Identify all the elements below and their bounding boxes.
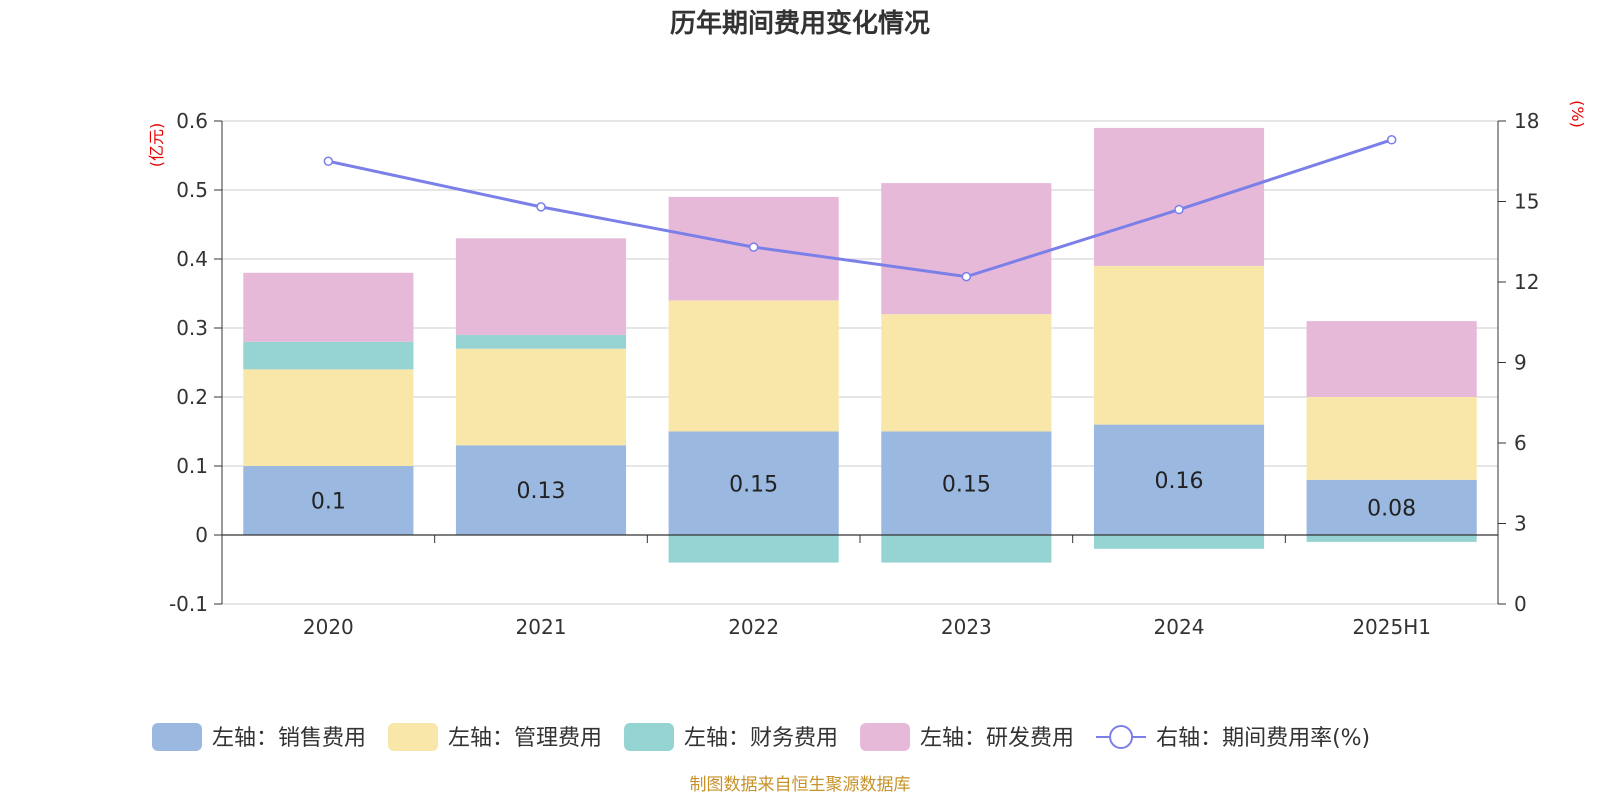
bar-segment: [1093, 424, 1265, 535]
right-axis-tick-label: 18: [1514, 109, 1539, 133]
right-axis-unit: (%): [1568, 100, 1587, 128]
legend-swatch: [624, 723, 675, 751]
bar-segment: [668, 535, 839, 563]
left-axis-tick-label: 0: [195, 523, 208, 547]
rate-point: [748, 242, 759, 252]
right-axis-tick-label: 12: [1514, 270, 1539, 294]
data-label: 0.08: [1367, 496, 1416, 521]
source-note: 制图数据来自恒生聚源数据库: [690, 775, 911, 795]
grid-lines: [222, 120, 1498, 605]
bar-segment: [1306, 479, 1477, 535]
data-label: 0.1: [311, 490, 346, 515]
bar-segment: [455, 445, 627, 535]
data-labels: 0.1 0.13 0.15 0.15 0.16 0.08: [311, 469, 1416, 522]
right-axis-tick-label: 6: [1514, 431, 1527, 455]
category-label: 2020: [303, 615, 354, 639]
bar-segment: [881, 431, 1052, 535]
rate-point: [961, 271, 972, 282]
left-axis-tick-label: 0.5: [176, 178, 208, 202]
data-label: 0.15: [942, 472, 991, 497]
rate-point: [1386, 135, 1397, 145]
bar-segment: [243, 272, 414, 342]
legend-label: 左轴：研发费用: [920, 726, 1074, 751]
legend-marker: [1109, 725, 1134, 749]
category-label: 2024: [1154, 615, 1205, 639]
bar-segment: [881, 183, 1052, 315]
bar-segment: [1093, 265, 1265, 425]
category-label: 2023: [941, 615, 992, 639]
left-axis-tick-label: -0.1: [169, 592, 208, 616]
legend-swatch: [860, 723, 911, 751]
left-axis-tick-label: 0.1: [176, 454, 208, 478]
rate-point: [323, 156, 334, 166]
bar-segment: [668, 431, 839, 535]
left-axis-unit: (亿元): [147, 123, 166, 168]
rate-point: [1174, 204, 1184, 215]
bar-segment: [455, 238, 627, 335]
bar-segment: [1093, 127, 1265, 266]
data-label: 0.15: [729, 472, 778, 497]
right-axis-tick-label: 15: [1514, 190, 1539, 214]
bar-segment: [455, 348, 627, 446]
bar-segment: [243, 466, 414, 535]
data-label: 0.13: [517, 479, 566, 504]
category-label: 2021: [516, 615, 567, 639]
bar-segment: [243, 341, 414, 370]
right-axis-tick-label: 9: [1514, 351, 1527, 375]
legend-swatch: [152, 723, 202, 751]
left-axis-tick-label: 0.6: [176, 109, 208, 133]
legend-label: 左轴：管理费用: [448, 726, 602, 751]
category-label: 2025H1: [1352, 615, 1431, 639]
left-axis-tick-label: 0.3: [176, 316, 208, 340]
bar-segment: [243, 369, 414, 466]
rate-point: [536, 202, 546, 212]
bar-segment: [1306, 321, 1477, 397]
legend-label: 左轴：财务费用: [684, 726, 838, 751]
data-label: 0.16: [1155, 469, 1204, 494]
bar-segment: [668, 300, 839, 432]
bar-series: [243, 127, 1477, 563]
rate-line-series: [323, 135, 1397, 282]
legend-swatch: [388, 723, 439, 751]
category-label: 2022: [728, 615, 779, 639]
left-axis-tick-label: 0.4: [176, 247, 208, 271]
right-axis-tick-label: 3: [1514, 512, 1527, 536]
bar-segment: [455, 334, 627, 349]
legend-label: 右轴：期间费用率(%): [1156, 726, 1370, 751]
chart-title: 历年期间费用变化情况: [670, 8, 930, 39]
bar-segment: [881, 314, 1052, 432]
bar-segment: [1306, 535, 1477, 542]
axes: -0.1 0 0.1 0.2 0.3 0.4 0.5 0.6 0 3 6 9 12 15 18 2020 202…: [169, 109, 1539, 639]
bar-segment: [1306, 397, 1477, 480]
legend-label: 左轴：销售费用: [212, 726, 366, 751]
bar-segment: [881, 535, 1052, 563]
rate-line: [328, 138, 1393, 279]
right-axis-tick-label: 0: [1514, 592, 1527, 616]
left-axis-tick-label: 0.2: [176, 385, 208, 409]
legend: 左轴：销售费用 左轴：管理费用 左轴：财务费用 左轴：研发费用 右轴：期间费用率(%): [152, 723, 1370, 751]
bar-segment: [1093, 535, 1265, 549]
